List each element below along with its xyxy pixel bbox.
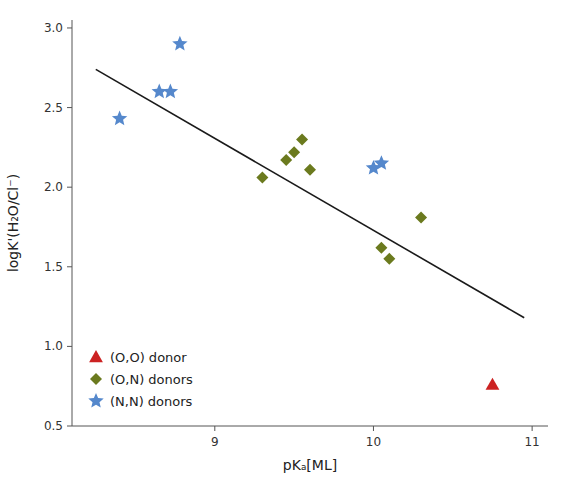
x-tick — [214, 426, 215, 431]
y-tick — [67, 187, 72, 188]
legend-symbol — [89, 350, 103, 362]
y-axis-line — [72, 20, 73, 426]
legend-symbol — [88, 393, 103, 408]
y-tick-label: 2.0 — [44, 180, 63, 194]
y-tick-label: 2.5 — [44, 101, 63, 115]
x-tick-label: 11 — [524, 435, 539, 449]
point — [163, 84, 178, 99]
x-axis-line — [72, 426, 548, 427]
y-tick — [67, 107, 72, 108]
point — [375, 242, 387, 254]
y-tick — [67, 27, 72, 28]
y-tick-label: 1.5 — [44, 260, 63, 274]
point — [280, 154, 292, 166]
y-tick-label: 0.5 — [44, 419, 63, 433]
point — [296, 133, 308, 145]
point — [486, 378, 500, 390]
legend-label: (O,O) donor — [110, 350, 187, 365]
y-tick — [67, 426, 72, 427]
point — [304, 164, 316, 176]
point — [415, 211, 427, 223]
y-tick — [67, 346, 72, 347]
legend-label: (N,N) donors — [110, 394, 193, 409]
fit-line — [96, 69, 524, 317]
point — [374, 155, 389, 170]
y-tick-label: 1.0 — [44, 339, 63, 353]
y-tick — [67, 266, 72, 267]
x-tick-label: 10 — [366, 435, 381, 449]
y-axis-label: logK'(H₂O/Cl⁻) — [5, 174, 21, 272]
y-tick-label: 3.0 — [44, 21, 63, 35]
x-tick — [532, 426, 533, 431]
point — [288, 146, 300, 158]
point — [256, 172, 268, 184]
x-tick — [373, 426, 374, 431]
plot-area — [96, 36, 524, 390]
point — [383, 253, 395, 265]
point — [112, 111, 127, 126]
x-axis-label: pKₐ[ML] — [283, 457, 337, 473]
legend-symbol — [90, 373, 102, 385]
legend: (O,O) donor (O,N) donors (N,N) donors — [88, 350, 193, 409]
point — [172, 36, 187, 51]
chart: 9 10 11 0.5 1.0 1.5 2.0 2.5 3.0 pKₐ[ML] logK'(H₂O/… — [0, 0, 570, 484]
point — [152, 84, 167, 99]
legend-label: (O,N) donors — [110, 372, 193, 387]
x-tick-label: 9 — [211, 435, 219, 449]
